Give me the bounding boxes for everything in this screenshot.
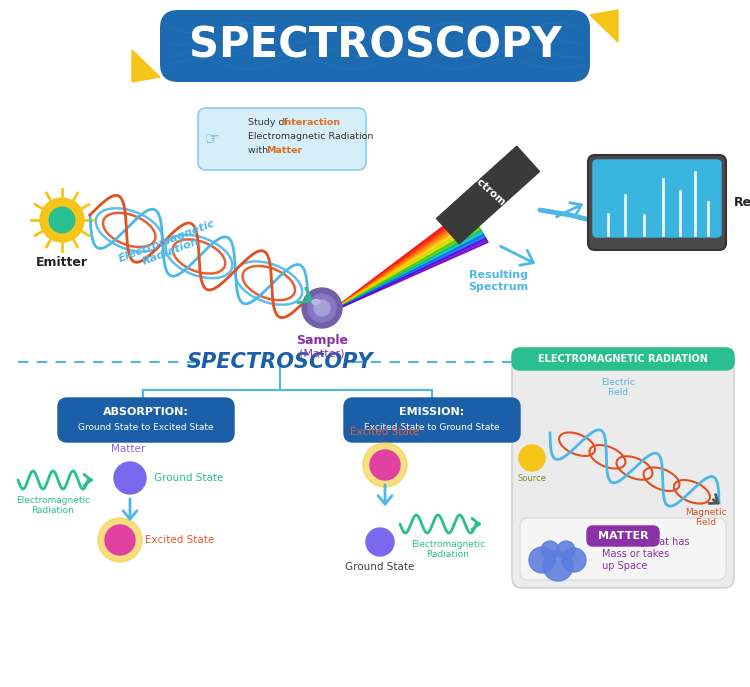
Circle shape bbox=[519, 445, 545, 471]
Ellipse shape bbox=[312, 300, 320, 304]
FancyBboxPatch shape bbox=[588, 155, 726, 250]
Circle shape bbox=[562, 548, 586, 572]
Circle shape bbox=[114, 462, 146, 494]
Text: Readout: Readout bbox=[734, 196, 750, 209]
Circle shape bbox=[308, 294, 336, 322]
FancyBboxPatch shape bbox=[587, 526, 659, 546]
Text: Anything that has
Mass or takes
up Space: Anything that has Mass or takes up Space bbox=[602, 537, 689, 571]
Circle shape bbox=[40, 198, 84, 242]
Polygon shape bbox=[342, 231, 484, 306]
Circle shape bbox=[50, 207, 75, 233]
Text: Ground State to Excited State: Ground State to Excited State bbox=[78, 423, 214, 433]
Text: Electromagnetic
Radiation: Electromagnetic Radiation bbox=[411, 540, 485, 559]
Text: Magnetic
Field: Magnetic Field bbox=[686, 508, 727, 528]
Text: Electromagnetic Radiation: Electromagnetic Radiation bbox=[248, 132, 374, 141]
Text: SPECTROSCOPY: SPECTROSCOPY bbox=[187, 352, 374, 372]
Text: Source: Source bbox=[518, 474, 547, 483]
Text: Sample: Sample bbox=[296, 334, 348, 347]
Polygon shape bbox=[342, 223, 479, 305]
FancyBboxPatch shape bbox=[512, 348, 734, 588]
Circle shape bbox=[543, 551, 573, 581]
FancyBboxPatch shape bbox=[160, 10, 590, 82]
Polygon shape bbox=[342, 219, 477, 305]
Polygon shape bbox=[343, 238, 488, 306]
Circle shape bbox=[366, 528, 394, 556]
Circle shape bbox=[541, 541, 559, 559]
Text: ☞: ☞ bbox=[205, 130, 220, 148]
Circle shape bbox=[314, 300, 330, 316]
Text: Excited State: Excited State bbox=[145, 535, 214, 545]
Text: (Matter): (Matter) bbox=[299, 348, 345, 358]
Text: Matter: Matter bbox=[266, 146, 302, 155]
Text: Matter: Matter bbox=[111, 444, 146, 454]
FancyBboxPatch shape bbox=[512, 348, 734, 370]
Text: Spectrometer: Spectrometer bbox=[458, 162, 526, 224]
Circle shape bbox=[529, 547, 555, 573]
Text: Interaction: Interaction bbox=[281, 118, 340, 127]
Text: EMISSION:: EMISSION: bbox=[399, 407, 464, 417]
Circle shape bbox=[105, 525, 135, 555]
Text: Excited State: Excited State bbox=[350, 427, 420, 437]
Text: Electric
Field: Electric Field bbox=[601, 378, 635, 397]
Circle shape bbox=[98, 518, 142, 562]
FancyBboxPatch shape bbox=[593, 160, 721, 237]
Polygon shape bbox=[590, 10, 618, 42]
Text: SPECTROSCOPY: SPECTROSCOPY bbox=[189, 25, 561, 67]
FancyBboxPatch shape bbox=[344, 398, 520, 442]
Polygon shape bbox=[132, 50, 160, 82]
Circle shape bbox=[557, 541, 575, 559]
Text: Resulting
Spectrum: Resulting Spectrum bbox=[468, 270, 528, 291]
Polygon shape bbox=[343, 234, 486, 306]
Text: with: with bbox=[248, 146, 272, 155]
Text: ABSORPTION:: ABSORPTION: bbox=[103, 407, 189, 417]
FancyBboxPatch shape bbox=[58, 398, 234, 442]
FancyBboxPatch shape bbox=[198, 108, 366, 170]
Text: Ground State: Ground State bbox=[154, 473, 224, 483]
Polygon shape bbox=[342, 227, 482, 306]
Text: Study of: Study of bbox=[248, 118, 290, 127]
Text: Electromagnetic
Radiation: Electromagnetic Radiation bbox=[117, 218, 220, 275]
Text: Excited State to Ground State: Excited State to Ground State bbox=[364, 423, 500, 433]
Polygon shape bbox=[341, 207, 470, 304]
Text: Emitter: Emitter bbox=[36, 256, 88, 269]
Circle shape bbox=[363, 443, 407, 487]
Polygon shape bbox=[341, 216, 475, 304]
Circle shape bbox=[370, 450, 400, 480]
Text: Electromagnetic
Radiation: Electromagnetic Radiation bbox=[16, 496, 90, 515]
Bar bbox=[436, 146, 539, 244]
Polygon shape bbox=[341, 212, 472, 304]
Text: Ground State: Ground State bbox=[345, 562, 415, 572]
Text: ELECTROMAGNETIC RADIATION: ELECTROMAGNETIC RADIATION bbox=[538, 354, 708, 364]
FancyBboxPatch shape bbox=[520, 518, 726, 580]
Circle shape bbox=[302, 288, 342, 328]
Text: MATTER: MATTER bbox=[598, 531, 648, 541]
